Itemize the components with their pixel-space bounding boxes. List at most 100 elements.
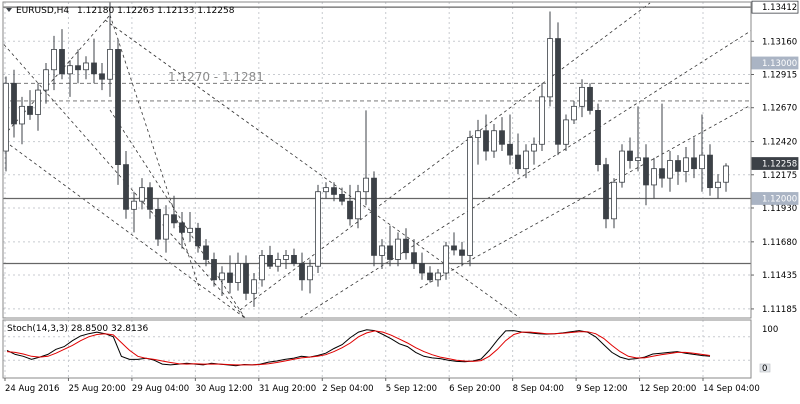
price-label: 1.12000: [762, 194, 797, 204]
bull-candle: [579, 86, 585, 107]
price-panel-frame: [2, 1, 752, 319]
bull-candle: [163, 214, 169, 240]
bear-candle: [179, 222, 185, 233]
bull-candle: [379, 245, 385, 256]
bull-candle: [83, 62, 89, 71]
price-label-box: [751, 56, 799, 70]
time-tick-label: 12 Sep 20:00: [640, 384, 697, 394]
bear-candle: [155, 208, 161, 240]
bull-candle: [667, 160, 673, 179]
price-label: 1.13000: [762, 59, 797, 69]
channel-line: [3, 42, 246, 318]
bear-candle: [339, 194, 345, 202]
bull-candle: [539, 96, 545, 145]
bull-candle: [219, 272, 225, 281]
bull-candle: [43, 69, 49, 91]
zone-annotation: 1.1270 - 1.1281: [168, 70, 264, 84]
price-label-box: [751, 192, 799, 205]
bull-candle: [395, 238, 401, 260]
bear-candle: [203, 245, 209, 260]
price-tick-label: 1.12670: [762, 104, 797, 114]
bear-candle: [59, 49, 65, 75]
stoch-title: Stoch(14,3,3) 28.8500 32.8136: [7, 324, 148, 334]
bear-candle: [555, 38, 561, 145]
bull-candle: [259, 254, 265, 281]
bull-candle: [443, 245, 449, 274]
bear-candle: [27, 105, 33, 115]
bear-candle: [691, 157, 697, 170]
stoch-tick-label: 100: [762, 325, 778, 335]
stoch-axis: 100 0: [759, 325, 778, 374]
price-axis: 1.13160 1.12915 1.12670 1.12420 1.12175 1.119…: [751, 0, 799, 315]
bear-candle: [387, 245, 393, 260]
bear-candle: [195, 227, 201, 247]
bull-candle: [651, 168, 657, 186]
time-tick-label: 6 Sep 20:00: [449, 384, 500, 394]
bear-candle: [659, 168, 665, 179]
time-axis: 24 Aug 2016 25 Aug 20:00 29 Aug 04:00 30 Au…: [4, 378, 760, 394]
bear-candle: [675, 160, 681, 172]
bear-candle: [419, 263, 425, 274]
price-tick-label: 1.11185: [762, 305, 797, 315]
bear-candle: [427, 272, 433, 281]
bear-candle: [331, 187, 337, 195]
bull-candle: [635, 157, 641, 161]
bull-candle: [251, 279, 257, 294]
bear-candle: [603, 164, 609, 220]
bull-candle: [323, 187, 329, 193]
time-tick-label: 9 Sep 12:00: [576, 384, 627, 394]
time-tick-label: 29 Aug 04:00: [132, 384, 189, 394]
bull-candle: [723, 165, 729, 183]
bear-candle: [459, 249, 465, 256]
bear-candle: [147, 187, 153, 210]
bull-candle: [683, 157, 689, 172]
bull-candle: [563, 119, 569, 145]
time-tick-label: 8 Sep 04:00: [513, 384, 564, 394]
bull-candle: [67, 65, 73, 75]
bear-candle: [507, 143, 513, 156]
bull-candle: [51, 49, 57, 71]
bull-candle: [491, 130, 497, 152]
bull-candle: [275, 259, 281, 267]
price-label-box: [751, 0, 799, 14]
price-tick-label: 1.11435: [762, 271, 797, 281]
bear-candle: [347, 200, 353, 220]
bear-candle: [75, 65, 81, 71]
channel-line: [419, 104, 751, 289]
candles: [3, 2, 729, 307]
bull-candle: [571, 105, 577, 121]
bull-candle: [435, 272, 441, 281]
bull-candle: [467, 137, 473, 256]
price-tick-label: 1.13160: [762, 37, 797, 47]
bear-candle: [99, 73, 105, 80]
menu-triangle-icon[interactable]: [6, 8, 12, 12]
bear-candle: [115, 49, 121, 166]
bear-candle: [371, 177, 377, 256]
bull-candle: [3, 82, 9, 152]
bull-candle: [283, 254, 289, 260]
bull-candle: [715, 181, 721, 189]
price-tick-label: 1.12175: [762, 171, 797, 181]
bull-candle: [107, 49, 113, 80]
channel-line: [9, 144, 246, 318]
bull-candle: [619, 150, 625, 183]
bear-candle: [483, 130, 489, 152]
bull-candle: [355, 191, 361, 220]
bear-candle: [627, 150, 633, 161]
channel-line: [109, 14, 201, 291]
bull-candle: [547, 38, 553, 98]
horizontal-levels: [3, 6, 751, 265]
bull-candle: [235, 263, 241, 283]
bull-candle: [315, 191, 321, 267]
bear-candle: [587, 86, 593, 111]
bear-candle: [403, 238, 409, 254]
bear-candle: [171, 214, 177, 224]
time-tick-label: 14 Sep 04:00: [703, 384, 760, 394]
stoch-main-line: [6, 329, 711, 367]
time-tick-label: 31 Aug 20:00: [259, 384, 316, 394]
time-tick-label: 5 Sep 12:00: [386, 384, 437, 394]
chart-title: EURUSD,H4: [16, 6, 69, 16]
bear-candle: [707, 154, 713, 189]
